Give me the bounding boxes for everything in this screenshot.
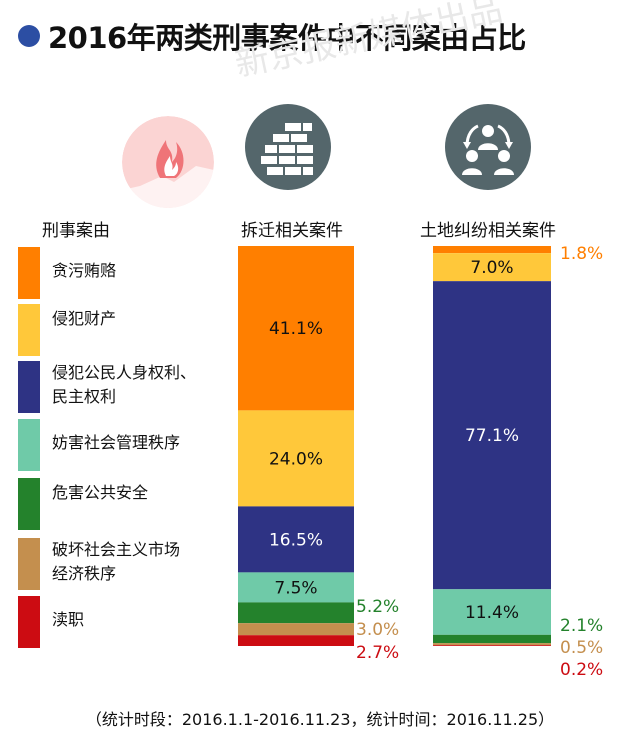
bar-segment-land-dereliction xyxy=(433,645,551,646)
category-label-demolition: 拆迁相关案件 xyxy=(241,221,343,241)
legend-label: 贪污贿赂 xyxy=(52,261,117,280)
legend-label: 渎职 xyxy=(52,610,85,629)
legend-swatch xyxy=(18,304,40,356)
legend-swatch xyxy=(18,361,40,413)
legend-item-market-order: 破坏社会主义市场 经济秩序 xyxy=(18,538,180,590)
data-label-demolition-public-safety: 5.2% xyxy=(356,597,399,617)
data-label-demolition-corruption: 41.1% xyxy=(269,319,323,339)
footnote: （统计时段：2016.1.1-2016.11.23，统计时间：2016.11.2… xyxy=(85,710,555,729)
bar-segment-land-civil-rights xyxy=(433,281,551,590)
data-label-demolition-property: 24.0% xyxy=(269,449,323,469)
legend-label: 危害公共安全 xyxy=(52,483,149,502)
data-label-demolition-market-order: 3.0% xyxy=(356,620,399,640)
bar-segment-land-market-order xyxy=(433,643,551,646)
data-label-land-public-safety: 2.1% xyxy=(560,616,603,636)
flame-logo-icon xyxy=(122,116,214,208)
bar-segment-demolition-property xyxy=(238,410,354,507)
people-dispute-icon xyxy=(445,104,531,190)
data-label-land-social-order: 11.4% xyxy=(465,603,519,623)
legend-item-civil-rights: 侵犯公民人身权利、 民主权利 xyxy=(18,361,196,413)
title-bullet-icon xyxy=(18,25,40,47)
data-label-demolition-social-order: 7.5% xyxy=(274,578,317,598)
bar-segment-demolition-market-order xyxy=(238,623,354,636)
legend-swatch xyxy=(18,596,40,648)
bar-segment-demolition-social-order xyxy=(238,572,354,603)
legend-label: 破坏社会主义市场 经济秩序 xyxy=(52,540,181,583)
data-label-land-market-order: 0.5% xyxy=(560,638,603,658)
brick-wall-icon xyxy=(245,104,331,190)
legend-item-corruption: 贪污贿赂 xyxy=(18,247,116,299)
legend-item-social-order: 妨害社会管理秩序 xyxy=(18,419,180,471)
data-label-land-corruption: 1.8% xyxy=(560,244,603,264)
title-row: 2016年两类刑事案件中不同案由占比 xyxy=(18,14,526,58)
data-label-land-dereliction: 0.2% xyxy=(560,660,603,680)
data-label-demolition-dereliction: 2.7% xyxy=(356,643,399,663)
legend-item-public-safety: 危害公共安全 xyxy=(18,478,148,530)
legend-item-dereliction: 渎职 xyxy=(18,596,84,648)
legend-swatch xyxy=(18,419,40,471)
data-label-land-civil-rights: 77.1% xyxy=(465,426,519,446)
bar-segment-demolition-civil-rights xyxy=(238,506,354,573)
bar-segment-demolition-corruption xyxy=(238,246,354,411)
legend-item-property: 侵犯财产 xyxy=(18,304,116,356)
chart-title: 2016年两类刑事案件中不同案由占比 xyxy=(48,21,526,55)
bar-segment-demolition-dereliction xyxy=(238,635,354,646)
data-label-demolition-civil-rights: 16.5% xyxy=(269,530,323,550)
legend-swatch xyxy=(18,247,40,299)
bar-segment-land-social-order xyxy=(433,589,551,635)
bar-segment-demolition-public-safety xyxy=(238,602,354,624)
legend-swatch xyxy=(18,538,40,590)
bar-segment-land-corruption xyxy=(433,246,551,254)
bar-segment-land-public-safety xyxy=(433,634,551,644)
legend-label: 侵犯公民人身权利、 民主权利 xyxy=(52,363,197,406)
category-label-land: 土地纠纷相关案件 xyxy=(420,221,556,241)
legend-swatch xyxy=(18,478,40,530)
legend-header: 刑事案由 xyxy=(42,221,110,241)
legend-label: 侵犯财产 xyxy=(52,309,117,328)
legend-label: 妨害社会管理秩序 xyxy=(52,433,181,452)
data-label-land-property: 7.0% xyxy=(470,258,513,278)
bar-segment-land-property xyxy=(433,253,551,282)
